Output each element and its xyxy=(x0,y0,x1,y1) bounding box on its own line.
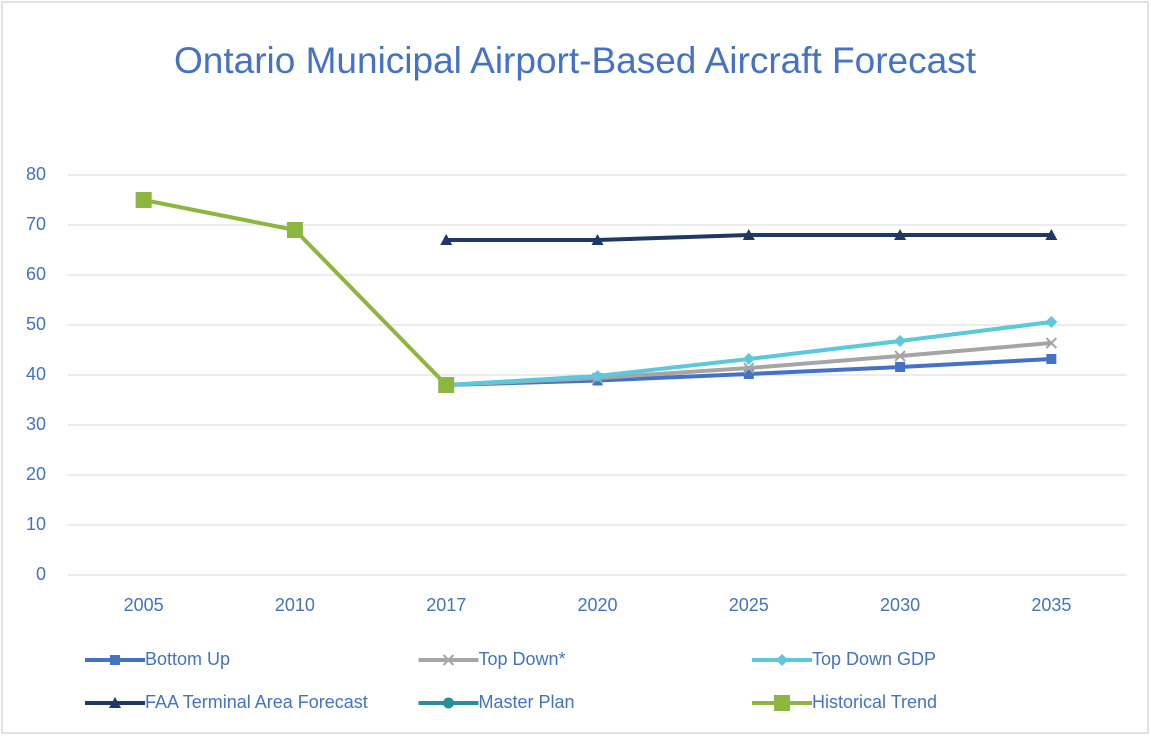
x-tick-label: 2017 xyxy=(426,595,466,615)
legend-label: FAA Terminal Area Forecast xyxy=(145,692,368,712)
y-tick-label: 10 xyxy=(26,514,46,534)
data-marker xyxy=(440,234,453,245)
legend-marker xyxy=(110,655,120,665)
x-tick-label: 2010 xyxy=(275,595,315,615)
legend-label: Top Down GDP xyxy=(812,649,936,669)
legend-marker xyxy=(776,654,788,666)
data-marker xyxy=(591,234,604,245)
data-marker xyxy=(438,377,455,393)
legend-label: Master Plan xyxy=(479,692,575,712)
data-marker xyxy=(1045,229,1058,240)
legend-marker xyxy=(109,697,121,708)
y-tick-label: 40 xyxy=(26,364,46,384)
data-marker xyxy=(286,222,303,238)
y-tick-label: 80 xyxy=(26,164,46,184)
legend-label: Top Down* xyxy=(479,649,566,669)
data-marker xyxy=(894,229,907,240)
data-marker xyxy=(742,229,755,240)
x-tick-label: 2005 xyxy=(124,595,164,615)
legend-label: Historical Trend xyxy=(812,692,937,712)
data-marker xyxy=(895,362,906,372)
data-marker xyxy=(894,335,907,347)
y-tick-label: 50 xyxy=(26,314,46,334)
data-marker xyxy=(894,350,906,362)
x-tick-label: 2020 xyxy=(577,595,617,615)
x-tick-label: 2025 xyxy=(729,595,769,615)
y-tick-label: 20 xyxy=(26,464,46,484)
legend-marker xyxy=(774,695,790,711)
data-marker xyxy=(743,362,755,374)
legend-marker xyxy=(443,697,454,709)
data-marker xyxy=(743,369,754,379)
y-tick-label: 0 xyxy=(36,564,46,584)
data-marker xyxy=(742,353,755,365)
data-marker xyxy=(1045,337,1058,349)
y-tick-label: 70 xyxy=(26,214,46,234)
data-marker xyxy=(1046,354,1057,364)
legend-marker xyxy=(442,654,455,666)
data-marker xyxy=(591,370,604,382)
y-tick-label: 60 xyxy=(26,264,46,284)
x-tick-label: 2030 xyxy=(880,595,920,615)
x-tick-label: 2035 xyxy=(1031,595,1071,615)
y-tick-label: 30 xyxy=(26,414,46,434)
data-marker xyxy=(1045,316,1058,328)
legend-label: Bottom Up xyxy=(145,649,230,669)
data-marker xyxy=(135,192,152,208)
chart-title: Ontario Municipal Airport-Based Aircraft… xyxy=(174,40,976,81)
